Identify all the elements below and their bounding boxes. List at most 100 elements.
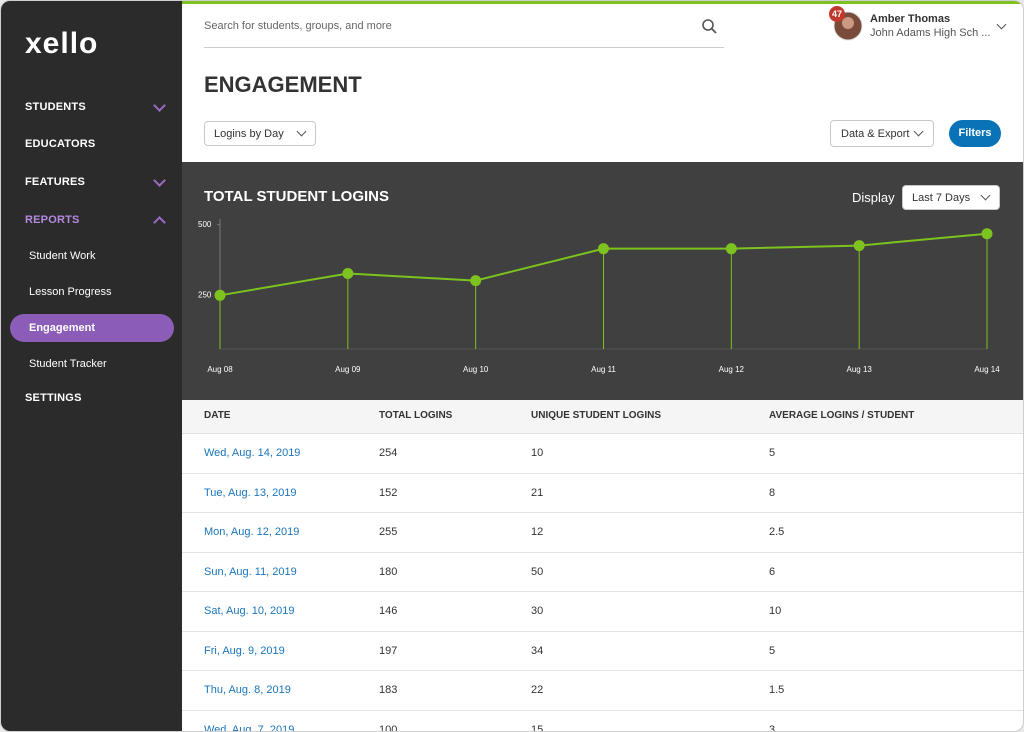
data-point [981,228,993,240]
chart-panel: TOTAL STUDENT LOGINS 250 500 Aug 08 Aug 09 A… [182,162,1023,400]
data-point [598,243,609,255]
nav-item[interactable]: STUDENTS [25,101,86,113]
data-point [342,268,354,280]
table-cell: 100 [379,723,398,732]
chart-title: TOTAL STUDENT LOGINS [204,188,389,205]
table-cell: 10 [531,447,544,459]
table-cell: 12 [531,526,544,538]
table-cell: 6 [769,565,776,578]
collapse-chevron [153,216,166,229]
avatar[interactable]: 47 [827,5,867,45]
date-link[interactable]: Wed, Aug. 14, 2019 [204,447,301,459]
row-divider [182,630,1023,632]
range-select-label: Last 7 Days [912,192,971,204]
row-divider [182,472,1023,474]
table-cell: 34 [531,644,544,657]
x-tick-label: Aug 14 [974,365,1000,374]
column-header: UNIQUE STUDENT LOGINS [531,410,662,421]
x-tick-label: Aug 09 [335,365,361,374]
table-cell: 21 [531,486,544,499]
sub-nav-item[interactable]: Student Work [29,250,96,262]
column-header: DATE [204,410,231,421]
table-cell: 50 [531,565,544,578]
date-link[interactable]: Mon, Aug. 12, 2019 [204,526,300,538]
date-link[interactable]: Wed, Aug. 7, 2019 [204,723,295,732]
sub-nav-item[interactable]: Lesson Progress [29,286,112,298]
view-select[interactable]: Logins by Day [204,121,316,146]
table-cell: 5 [769,644,776,657]
date-link[interactable]: Sun, Aug. 11, 2019 [204,565,297,578]
table-cell: 254 [379,447,398,459]
table-cell: 2.5 [769,526,785,538]
table-cell: 183 [379,684,398,696]
y-tick-label: 250 [198,290,212,299]
row-divider [182,670,1023,671]
logo[interactable]: xello [25,27,99,60]
x-tick-label: Aug 11 [591,365,616,374]
table-cell: 180 [379,565,398,578]
dropdown-chevron [980,190,991,201]
search-underline [204,47,724,48]
display-label: Display [852,190,895,205]
row-divider [182,512,1023,513]
table-cell: 1.5 [769,684,785,696]
table-cell: 197 [379,644,398,657]
nav-item[interactable]: SETTINGS [25,392,82,404]
table-cell: 5 [769,447,776,459]
table-cell: 10 [769,605,782,617]
chart: TOTAL STUDENT LOGINS 250 500 Aug 08 Aug 09 A… [198,188,1000,374]
sidebar: xello STUDENTS EDUCATORS FEATURES REPORTS St… [1,1,182,731]
y-tick-label: 500 [198,220,212,229]
x-tick-label: Aug 13 [846,365,872,374]
user-menu-chevron[interactable] [996,19,1007,30]
date-link[interactable]: Thu, Aug. 8, 2019 [204,684,291,696]
x-tick-label: Aug 10 [463,365,489,374]
date-link[interactable]: Sat, Aug. 10, 2019 [204,605,295,617]
user-name[interactable]: Amber Thomas [870,13,951,25]
column-header: AVERAGE LOGINS / STUDENT [769,410,915,421]
x-tick-label: Aug 12 [719,365,745,374]
sub-nav-item[interactable]: Engagement [29,322,96,334]
view-select-label: Logins by Day [214,128,284,140]
table-cell: 30 [531,605,544,617]
nav-item[interactable]: REPORTS [25,214,80,226]
row-divider [182,591,1023,592]
row-divider [182,551,1023,553]
expand-chevron [153,99,166,112]
export-button[interactable]: Data & Export [830,120,934,147]
data-point [725,243,737,255]
data-point [470,275,482,287]
table-header [182,400,1023,434]
user-school: John Adams High Sch ... [870,27,991,39]
table-cell: 15 [531,723,544,732]
table-cell: 146 [379,605,398,617]
notification-badge: 47 [832,9,842,19]
nav-item[interactable]: EDUCATORS [25,138,96,150]
x-tick-label: Aug 08 [207,365,233,374]
table-cell: 22 [531,684,544,696]
expand-chevron [153,174,166,187]
table-cell: 255 [379,526,398,538]
active-highlight [10,314,174,342]
row-divider [182,709,1023,711]
table-cell: 3 [769,723,776,732]
sub-nav-item[interactable]: Student Tracker [29,358,107,370]
date-link[interactable]: Fri, Aug. 9, 2019 [204,644,285,657]
range-select[interactable]: Last 7 Days [902,185,1000,210]
data-point [214,289,226,301]
date-link[interactable]: Tue, Aug. 13, 2019 [204,486,297,499]
filters-button[interactable]: Filters [949,120,1001,147]
table-cell: 152 [379,486,398,499]
dropdown-chevron [296,126,307,137]
search-icon[interactable] [701,18,719,36]
page-title: ENGAGEMENT [204,72,362,97]
search-input[interactable]: Search for students, groups, and more [204,20,392,32]
top-accent [182,1,1023,4]
export-label: Data & Export [841,128,910,140]
dropdown-chevron [913,126,924,137]
nav-item[interactable]: FEATURES [25,176,86,188]
table-cell: 8 [769,486,776,499]
column-header: TOTAL LOGINS [379,410,453,421]
data-point [853,240,865,252]
